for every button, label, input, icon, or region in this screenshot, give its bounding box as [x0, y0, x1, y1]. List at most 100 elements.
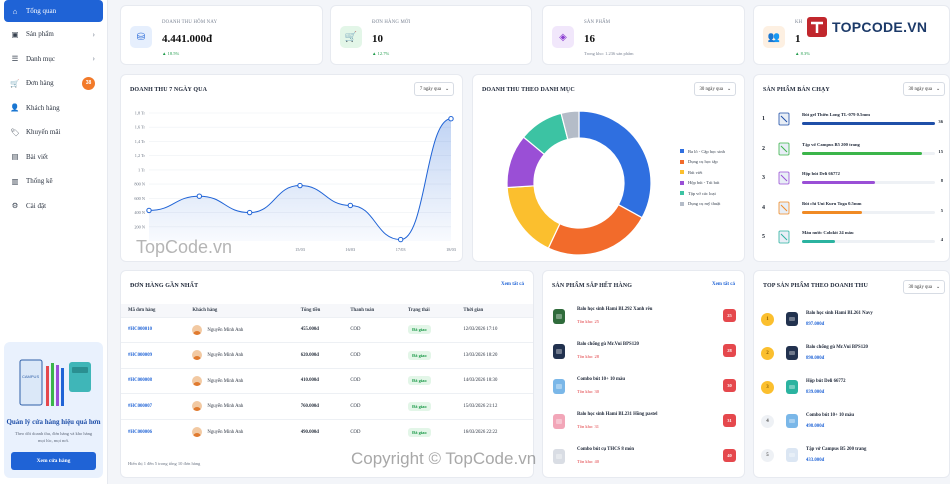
top-revenue-row[interactable]: 2 Balo chống gù Mr.Vui BPS120 890.000đ — [761, 339, 941, 369]
sales-bar-track — [802, 240, 935, 243]
status-cell: Đã giao — [401, 342, 457, 368]
table-row[interactable]: #HC000007 Nguyễn Minh Anh 760.000đ COD Đã gi… — [121, 393, 533, 419]
period-select[interactable]: 30 ngày qua ⌄ — [902, 280, 945, 294]
legend-label: Dụng cụ học tập — [688, 159, 718, 165]
sales-bar-fill — [802, 210, 862, 214]
payment-method: COD — [343, 418, 402, 445]
sales-count: 8 — [940, 178, 943, 183]
customer-cell: Nguyễn Minh Anh — [185, 393, 294, 419]
orders-body: #HC000010 Nguyễn Minh Anh 455.000đ COD Đã gi… — [121, 316, 533, 445]
view-all-orders-link[interactable]: Xem tất cả — [500, 282, 524, 287]
order-time: 12/03/2026 17:10 — [456, 316, 533, 343]
chevron-right-icon: › — [92, 54, 95, 64]
sidebar-item-articles[interactable]: ▤ Bài viết — [4, 145, 103, 170]
orders-header-row: Mã đơn hàng Khách hàng Tổng tiền Thanh toán… — [121, 304, 533, 317]
legend-swatch — [680, 149, 684, 154]
product-name: Combo bút 10+ 10 màu — [806, 413, 855, 418]
donut-slice[interactable] — [547, 203, 643, 256]
avatar — [192, 427, 203, 437]
order-code[interactable]: #HC000006 — [121, 418, 186, 445]
sales-bar-fill — [802, 181, 876, 184]
pencil-thumbnail — [777, 201, 791, 215]
low-stock-row[interactable]: Balo học sinh Hami BL292 Xanh rêu Tồn kho… — [549, 300, 736, 332]
revenue-icon: ⛁ — [130, 26, 152, 48]
sidebar-item-orders[interactable]: 🛒 Đơn hàng 38 — [4, 71, 103, 96]
product-thumbnail — [549, 306, 569, 326]
product-revenue: 498.000đ — [806, 424, 825, 429]
sidebar-item-label: Khách hàng — [26, 103, 60, 112]
sales-bar-track — [802, 122, 935, 125]
sales-count: 5 — [940, 207, 943, 213]
stock-text: Tồn kho: 30 — [577, 389, 599, 394]
data-point[interactable] — [397, 236, 404, 243]
legend-item: Bút viết — [680, 167, 725, 178]
product-name: Tập vở Campus B5 200 trang — [802, 141, 860, 147]
top-revenue-row[interactable]: 4 Combo bút 10+ 10 màu 498.000đ — [761, 407, 941, 437]
best-seller-row[interactable]: 1 Bút gel Thiên Long TL-079 0.5mm 36 — [762, 112, 943, 139]
status-badge: Đã giao — [408, 401, 431, 411]
donut-slice[interactable] — [506, 185, 561, 249]
view-store-button[interactable]: Xem cửa hàng — [11, 452, 96, 470]
sidebar-item-overview[interactable]: ⌂ Tổng quan — [4, 0, 103, 22]
sidebar-item-statistics[interactable]: ▥ Thống kê — [4, 169, 103, 194]
data-point[interactable] — [347, 202, 354, 209]
order-total: 620.000đ — [293, 342, 344, 368]
best-seller-row[interactable]: 2 Tập vở Campus B5 200 trang 15 — [762, 142, 943, 169]
data-point[interactable] — [146, 207, 152, 214]
customer-name: Nguyễn Minh Anh — [207, 353, 244, 359]
sidebar-item-promotions[interactable]: 🏷 Khuyến mãi — [4, 120, 103, 145]
customer-cell: Nguyễn Minh Anh — [185, 367, 294, 394]
low-stock-row[interactable]: Balo chống gù Mr.Vui BPS120 Tồn kho: 28 28 — [549, 335, 736, 367]
table-row[interactable]: #HC000006 Nguyễn Minh Anh 490.000đ COD Đã gi… — [121, 418, 533, 445]
sidebar-item-categories[interactable]: ☰ Danh mục › — [4, 47, 103, 72]
order-code[interactable]: #HC000008 — [121, 367, 186, 394]
card-title: SẢN PHẨM SẮP HẾT HÀNG — [552, 283, 632, 289]
product-thumbnail — [549, 376, 569, 396]
kpi-products: ◈ SẢN PHẨM 16 Trong kho: 1.236 sản phẩm — [542, 5, 745, 65]
x-tick-label: 17/03 — [396, 247, 406, 252]
table-row[interactable]: #HC000010 Nguyễn Minh Anh 455.000đ COD Đã gi… — [121, 316, 533, 343]
data-point[interactable] — [297, 182, 303, 189]
donut-slice[interactable] — [578, 110, 652, 219]
best-seller-row[interactable]: 3 Hộp bút Deli 66772 8 — [762, 171, 943, 198]
box-icon: ▣ — [11, 29, 19, 39]
low-stock-row[interactable]: Combo bút 10+ 10 màu Tồn kho: 30 30 — [549, 370, 736, 402]
promo-illustration: CAMPUS — [14, 354, 93, 409]
sidebar-item-settings[interactable]: ⚙ Cài đặt — [4, 194, 103, 219]
table-row[interactable]: #HC000009 Nguyễn Minh Anh 620.000đ COD Đã gi… — [121, 342, 533, 368]
payment-method: COD — [343, 342, 402, 368]
avatar — [192, 350, 203, 361]
data-point[interactable] — [246, 209, 253, 216]
order-code[interactable]: #HC000009 — [121, 342, 186, 368]
card-title: SẢN PHẨM BÁN CHẠY — [763, 87, 830, 93]
view-all-lowstock-link[interactable]: Xem tất cả — [711, 282, 735, 287]
y-tick-label: 1 Tr — [138, 167, 146, 172]
status-cell: Đã giao — [401, 367, 457, 394]
top-revenue-row[interactable]: 5 Tập vở Campus B5 200 trang 433.000đ — [761, 441, 941, 471]
y-tick-label: 800 N — [134, 182, 145, 187]
donut-slice[interactable] — [560, 110, 580, 141]
period-select[interactable]: 30 ngày qua ⌄ — [902, 82, 945, 96]
product-revenue: 433.000đ — [806, 458, 825, 463]
customer-name: Nguyễn Minh Anh — [207, 327, 244, 333]
period-select[interactable]: 30 ngày qua ⌄ — [693, 82, 736, 96]
customer-name: Nguyễn Minh Anh — [207, 404, 244, 410]
low-stock-row[interactable]: Combo bút cụ THCS 8 món Tồn kho: 40 40 — [549, 440, 736, 472]
order-total: 455.000đ — [293, 316, 344, 343]
sidebar-item-products[interactable]: ▣ Sản phẩm › — [4, 22, 103, 47]
period-select[interactable]: 7 ngày qua ⌄ — [413, 82, 454, 96]
best-seller-row[interactable]: 4 Bút chì Uni Kuru Toga 0.5mm 5 — [762, 201, 943, 228]
rank-medal: 1 — [761, 313, 774, 326]
top-revenue-row[interactable]: 1 Balo học sinh Hami BL261 Navy 897.000đ — [761, 305, 941, 335]
order-code[interactable]: #HC000010 — [121, 316, 186, 343]
low-stock-row[interactable]: Balo học sinh Hami BL231 Hồng pastel Tồn … — [549, 405, 736, 437]
sidebar-item-customers[interactable]: 👤 Khách hàng — [4, 96, 103, 121]
data-point[interactable] — [196, 193, 203, 199]
order-code[interactable]: #HC000007 — [121, 393, 186, 419]
best-seller-row[interactable]: 5 Màu nước Colokit 24 màu 4 — [762, 230, 943, 257]
top-revenue-row[interactable]: 3 Hộp bút Deli 66772 839.000đ — [761, 373, 941, 403]
data-point[interactable] — [448, 115, 454, 122]
avatar — [192, 401, 203, 412]
table-row[interactable]: #HC000008 Nguyễn Minh Anh 410.000đ COD Đã gi… — [121, 367, 533, 394]
stock-text: Tồn kho: 28 — [577, 354, 599, 359]
